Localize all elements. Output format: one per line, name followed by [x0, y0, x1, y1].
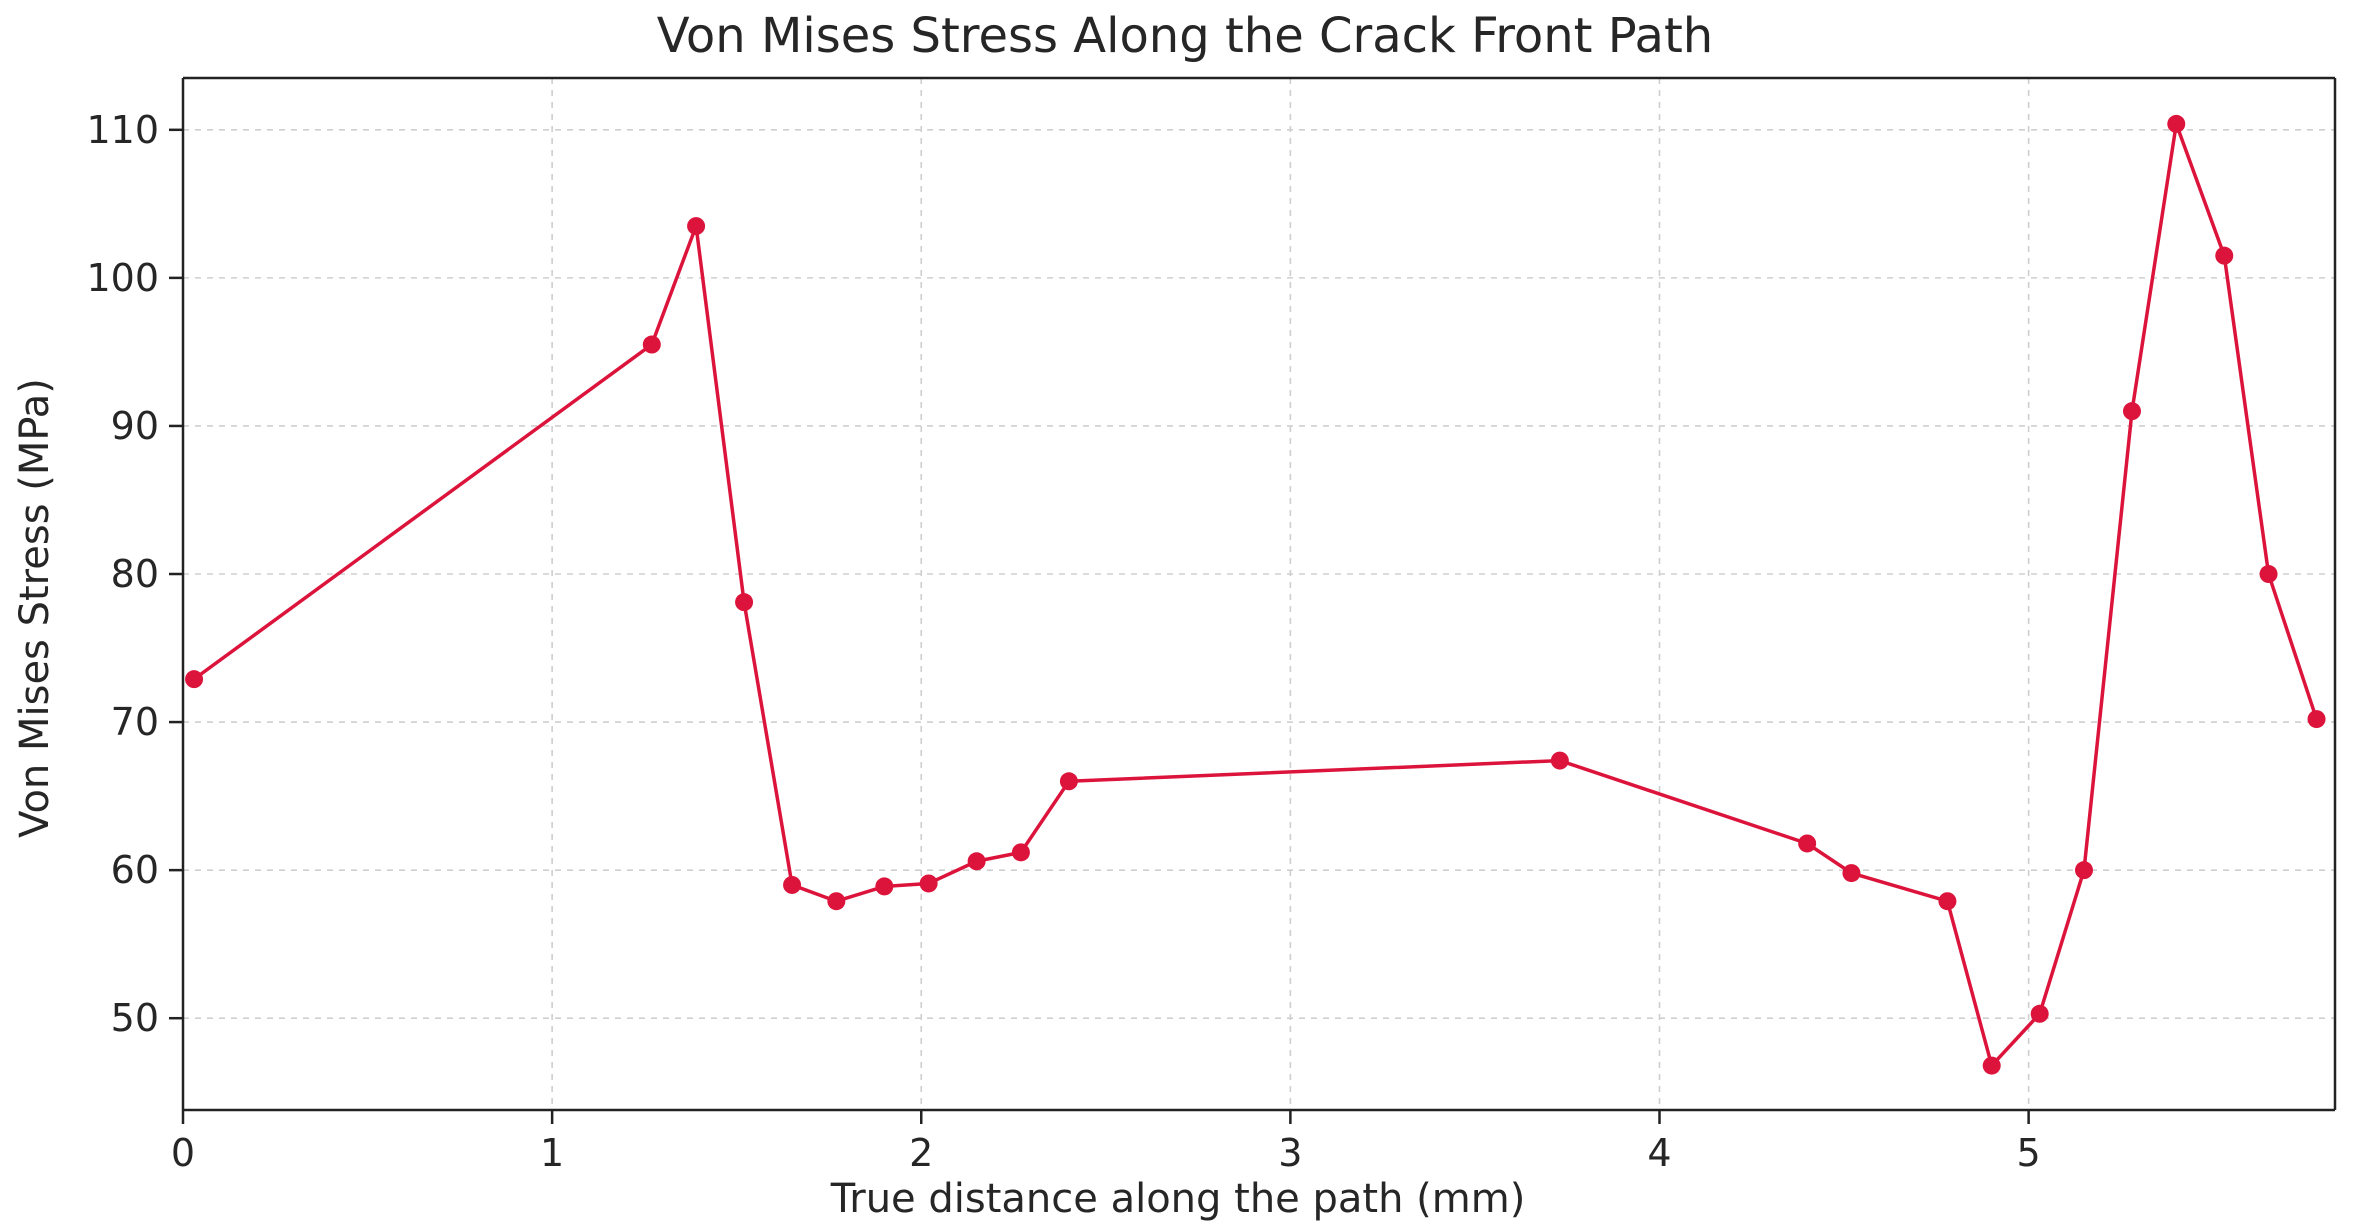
data-point	[735, 593, 754, 612]
data-point	[1842, 864, 1861, 883]
y-tick-label: 110	[86, 108, 159, 152]
data-point	[2030, 1004, 2049, 1023]
y-tick-label: 100	[86, 256, 159, 300]
data-point	[1982, 1056, 2001, 1075]
y-tick-label: 80	[111, 552, 159, 596]
data-point	[2307, 710, 2326, 729]
y-tick-label: 60	[111, 848, 159, 892]
data-point	[2215, 246, 2234, 265]
data-point	[1059, 772, 1078, 791]
chart-title: Von Mises Stress Along the Crack Front P…	[657, 8, 1713, 64]
series	[185, 114, 2326, 1075]
data-point	[2167, 114, 2186, 133]
x-tick-label: 3	[1278, 1131, 1302, 1175]
x-tick-label: 4	[1647, 1131, 1671, 1175]
y-tick-label: 50	[111, 996, 159, 1040]
data-point	[783, 875, 802, 894]
ticks: 01234565060708090100110	[86, 108, 2041, 1175]
data-point	[2259, 565, 2278, 584]
data-point	[1798, 834, 1817, 853]
data-point	[919, 874, 938, 893]
data-point	[967, 852, 986, 871]
data-point	[827, 892, 846, 911]
y-axis-title: Von Mises Stress (MPa)	[12, 378, 58, 838]
x-tick-label: 1	[540, 1131, 564, 1175]
x-tick-label: 2	[909, 1131, 933, 1175]
data-point	[2074, 861, 2093, 880]
x-tick-label: 5	[2017, 1131, 2041, 1175]
data-point	[875, 877, 894, 896]
data-point	[1938, 892, 1957, 911]
data-point	[642, 335, 661, 354]
data-point	[2122, 402, 2141, 421]
y-tick-label: 90	[111, 404, 159, 448]
grid	[183, 78, 2335, 1110]
x-tick-label: 0	[171, 1131, 195, 1175]
y-tick-label: 70	[111, 700, 159, 744]
data-point	[185, 670, 204, 689]
axes	[181, 76, 2337, 1112]
data-point	[1011, 843, 1030, 862]
data-point	[687, 217, 706, 236]
series-line	[193, 122, 2319, 1068]
x-axis-title: True distance along the path (mm)	[830, 1176, 1526, 1222]
data-point	[1550, 751, 1569, 770]
